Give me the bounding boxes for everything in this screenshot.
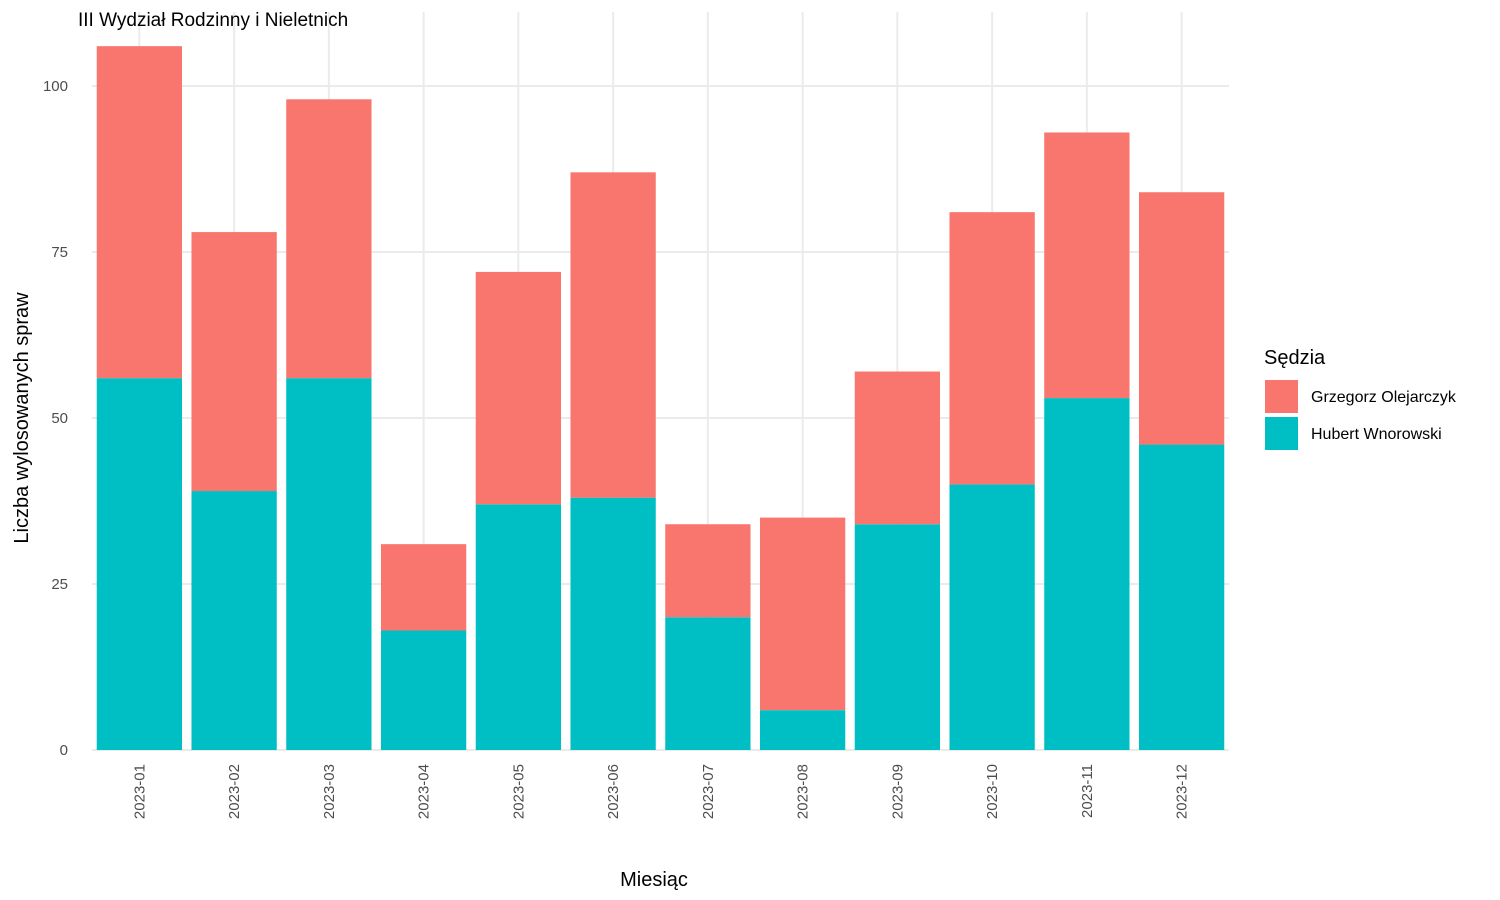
legend-label: Hubert Wnorowski [1311, 426, 1442, 443]
chart-title: III Wydział Rodzinny i Nieletnich [78, 10, 348, 31]
bar-segment [759, 710, 846, 750]
bars [96, 46, 1225, 750]
x-tick-label: 2023-10 [984, 764, 1001, 819]
x-tick-label: 2023-03 [321, 764, 338, 819]
legend-swatch [1265, 417, 1298, 450]
bar-segment [96, 378, 183, 750]
y-tick-label: 25 [51, 576, 68, 593]
bar-segment [96, 46, 183, 379]
y-axis-title: Liczba wylosowanych spraw [11, 292, 33, 544]
x-tick-label: 2023-09 [889, 764, 906, 819]
legend-swatch [1265, 380, 1298, 413]
y-tick-label: 75 [51, 244, 68, 261]
legend-label: Grzegorz Olejarczyk [1311, 389, 1457, 406]
bar-segment [286, 99, 372, 379]
bar-segment [665, 524, 751, 618]
x-axis-ticks: 2023-01 2023-02 2023-03 2023-04 2023-05 2023-… [131, 764, 1190, 819]
bar-segment [854, 524, 941, 750]
legend-title: Sędzia [1264, 347, 1326, 369]
bar-segment [475, 271, 562, 505]
x-tick-label: 2023-08 [795, 764, 812, 819]
bar-segment [1044, 132, 1130, 399]
y-tick-label: 100 [43, 78, 68, 95]
bar-segment [665, 617, 751, 750]
bar-segment [949, 484, 1035, 750]
x-tick-label: 2023-01 [131, 764, 148, 819]
x-tick-label: 2023-02 [226, 764, 243, 819]
bar-segment [1138, 192, 1225, 445]
x-tick-label: 2023-07 [700, 764, 717, 819]
x-tick-label: 2023-05 [510, 764, 527, 819]
bar-segment [1044, 398, 1130, 750]
x-axis-title: Miesiąc [620, 869, 688, 891]
y-tick-label: 50 [51, 410, 68, 427]
bar-segment [191, 491, 277, 750]
bar-segment [949, 212, 1035, 485]
bar-segment [854, 371, 941, 525]
bar-segment [191, 232, 277, 492]
legend: Sędzia Grzegorz Olejarczyk Hubert Wnorows… [1264, 347, 1457, 450]
bar-segment [759, 517, 846, 711]
x-tick-label: 2023-04 [416, 764, 433, 819]
bar-segment [286, 378, 372, 750]
bar-segment [570, 497, 656, 750]
bar-segment [570, 172, 656, 498]
x-tick-label: 2023-12 [1174, 764, 1191, 819]
x-tick-label: 2023-06 [605, 764, 622, 819]
bar-segment [475, 504, 562, 750]
y-tick-label: 0 [60, 742, 68, 759]
bar-segment [380, 544, 467, 631]
bar-segment [1138, 444, 1225, 750]
x-tick-label: 2023-11 [1079, 764, 1096, 818]
y-axis-ticks: 0 25 50 75 100 [43, 78, 68, 759]
bar-segment [380, 630, 467, 750]
